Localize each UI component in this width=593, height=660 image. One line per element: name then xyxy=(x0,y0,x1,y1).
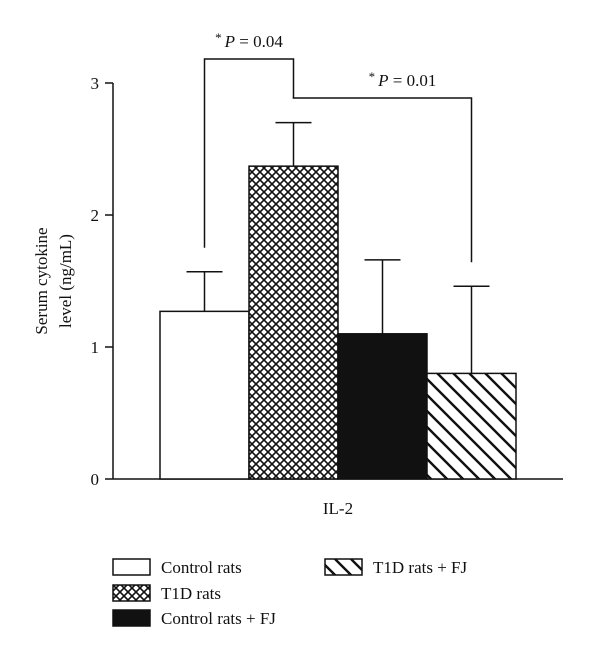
significance-bracket xyxy=(203,58,295,248)
significance-annotations: * P = 0.04 * P = 0.01 xyxy=(203,30,473,263)
bar xyxy=(248,165,339,480)
x-category-label: IL-2 xyxy=(323,499,353,518)
y-axis-title-line-2: level (ng/mL) xyxy=(56,234,75,328)
bar xyxy=(159,310,250,480)
y-axis-title-line-1: Serum cytokine xyxy=(32,227,51,334)
significance-label: * P = 0.01 xyxy=(369,69,437,90)
y-tick-label: 3 xyxy=(91,74,100,93)
bars-group xyxy=(159,165,517,480)
legend-label-control-fj: Control rats + FJ xyxy=(161,609,276,628)
legend-swatch-t1d-fj xyxy=(324,558,363,576)
y-tick-label: 1 xyxy=(91,338,100,357)
legend-label-control: Control rats xyxy=(161,558,242,577)
legend-swatch-t1d xyxy=(112,584,151,602)
legend: Control rats T1D rats Control rats + FJ … xyxy=(112,558,467,628)
bar xyxy=(337,333,428,480)
legend-label-t1d-fj: T1D rats + FJ xyxy=(373,558,467,577)
y-tick-label: 0 xyxy=(91,470,100,489)
y-axis-ticks: 0 1 2 3 xyxy=(91,74,113,489)
legend-swatch-control xyxy=(112,558,151,576)
significance-bracket xyxy=(292,97,473,263)
legend-label-t1d: T1D rats xyxy=(161,584,221,603)
significance-label: * P = 0.04 xyxy=(215,30,283,51)
y-tick-label: 2 xyxy=(91,206,100,225)
legend-swatch-control-fj xyxy=(112,609,151,627)
bar xyxy=(426,372,517,480)
error-bars-group xyxy=(186,121,490,374)
